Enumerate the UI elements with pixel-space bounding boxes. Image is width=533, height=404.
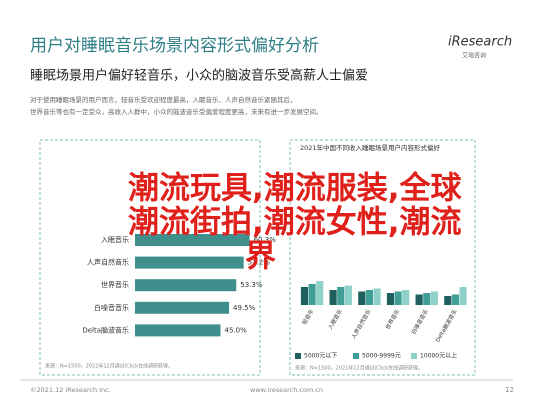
chart-frame [39, 139, 261, 376]
legend-swatch [353, 353, 359, 359]
overlay-headline: 潮流玩具,潮流服装,全球 [128, 171, 463, 207]
source: 来源：N=1500，2021年12月通过iClick在线调研获得。 [295, 365, 423, 372]
overlay-headline: 界 [245, 239, 276, 275]
bar [316, 281, 324, 305]
subtitle: 睡眠场景用户偏好轻音乐，小众的脑波音乐受高薪人士偏爱 [30, 68, 368, 84]
bar [308, 284, 316, 305]
copyright: ©2021.12 iResearch Inc. [30, 386, 111, 394]
title: 用户对睡眠音乐场景内容形式偏好分析 [30, 36, 319, 56]
bar [394, 291, 402, 305]
chart-frame [289, 139, 476, 376]
bar [135, 279, 237, 292]
bar [402, 290, 410, 305]
bar [415, 294, 423, 305]
value-label: 57.2% [248, 259, 271, 267]
value-label: 53.3% [240, 281, 263, 289]
legend-label: 10000元以上 [420, 352, 457, 360]
legend-label: 5000-9999元 [362, 353, 401, 360]
logo: iResearch [448, 35, 512, 50]
bar [135, 256, 244, 269]
bar [373, 288, 381, 305]
note: 世界音乐等也有一定受众，高收入人群中，小众的脑波音乐受偏爱程度更高，未来有进一步… [30, 107, 323, 116]
category-label: Delta脑波音乐 [82, 325, 129, 334]
value-label: 49.5% [233, 304, 256, 312]
bar [135, 301, 230, 314]
bar [135, 234, 250, 246]
bar [423, 293, 431, 305]
note: 对于使用睡眠场景的用户而言，轻音乐受欢迎程度最高，入眠音乐、人声自然音乐紧随其后… [30, 95, 297, 104]
legend-swatch [295, 353, 301, 359]
bar [386, 293, 395, 305]
bar [444, 296, 452, 305]
bar [459, 287, 467, 305]
legend-swatch [411, 353, 417, 359]
value-label: 60.3% [254, 236, 277, 244]
source: 来源：N=1500，2021年12月通过iClick在线调研获得。 [45, 363, 173, 370]
bar [451, 294, 459, 305]
page-number: 12 [505, 386, 514, 394]
bar [337, 287, 345, 305]
overlay-headline: 潮流街拍,潮流女性,潮流 [128, 205, 462, 241]
site: www.iresearch.com.cn [250, 386, 323, 394]
bar [344, 285, 352, 305]
bar [430, 291, 438, 305]
chart-title: 2021年中国不同收入睡眠场景用户内容形式偏好 [300, 143, 441, 152]
bar [365, 290, 373, 305]
logo-sub: 艾瑞咨询 [462, 52, 486, 60]
category-label: 白噪音音乐 [94, 303, 129, 312]
bar [358, 291, 366, 305]
category-label: 世界音乐 [101, 280, 129, 289]
category-label: 人声自然音乐 [87, 258, 129, 267]
value-label: 45.0% [225, 326, 248, 334]
bar [135, 324, 221, 337]
bar [300, 287, 309, 305]
legend-label: 5000元以下 [304, 353, 337, 360]
bar [329, 290, 337, 305]
category-label: 入眠音乐 [101, 235, 129, 244]
